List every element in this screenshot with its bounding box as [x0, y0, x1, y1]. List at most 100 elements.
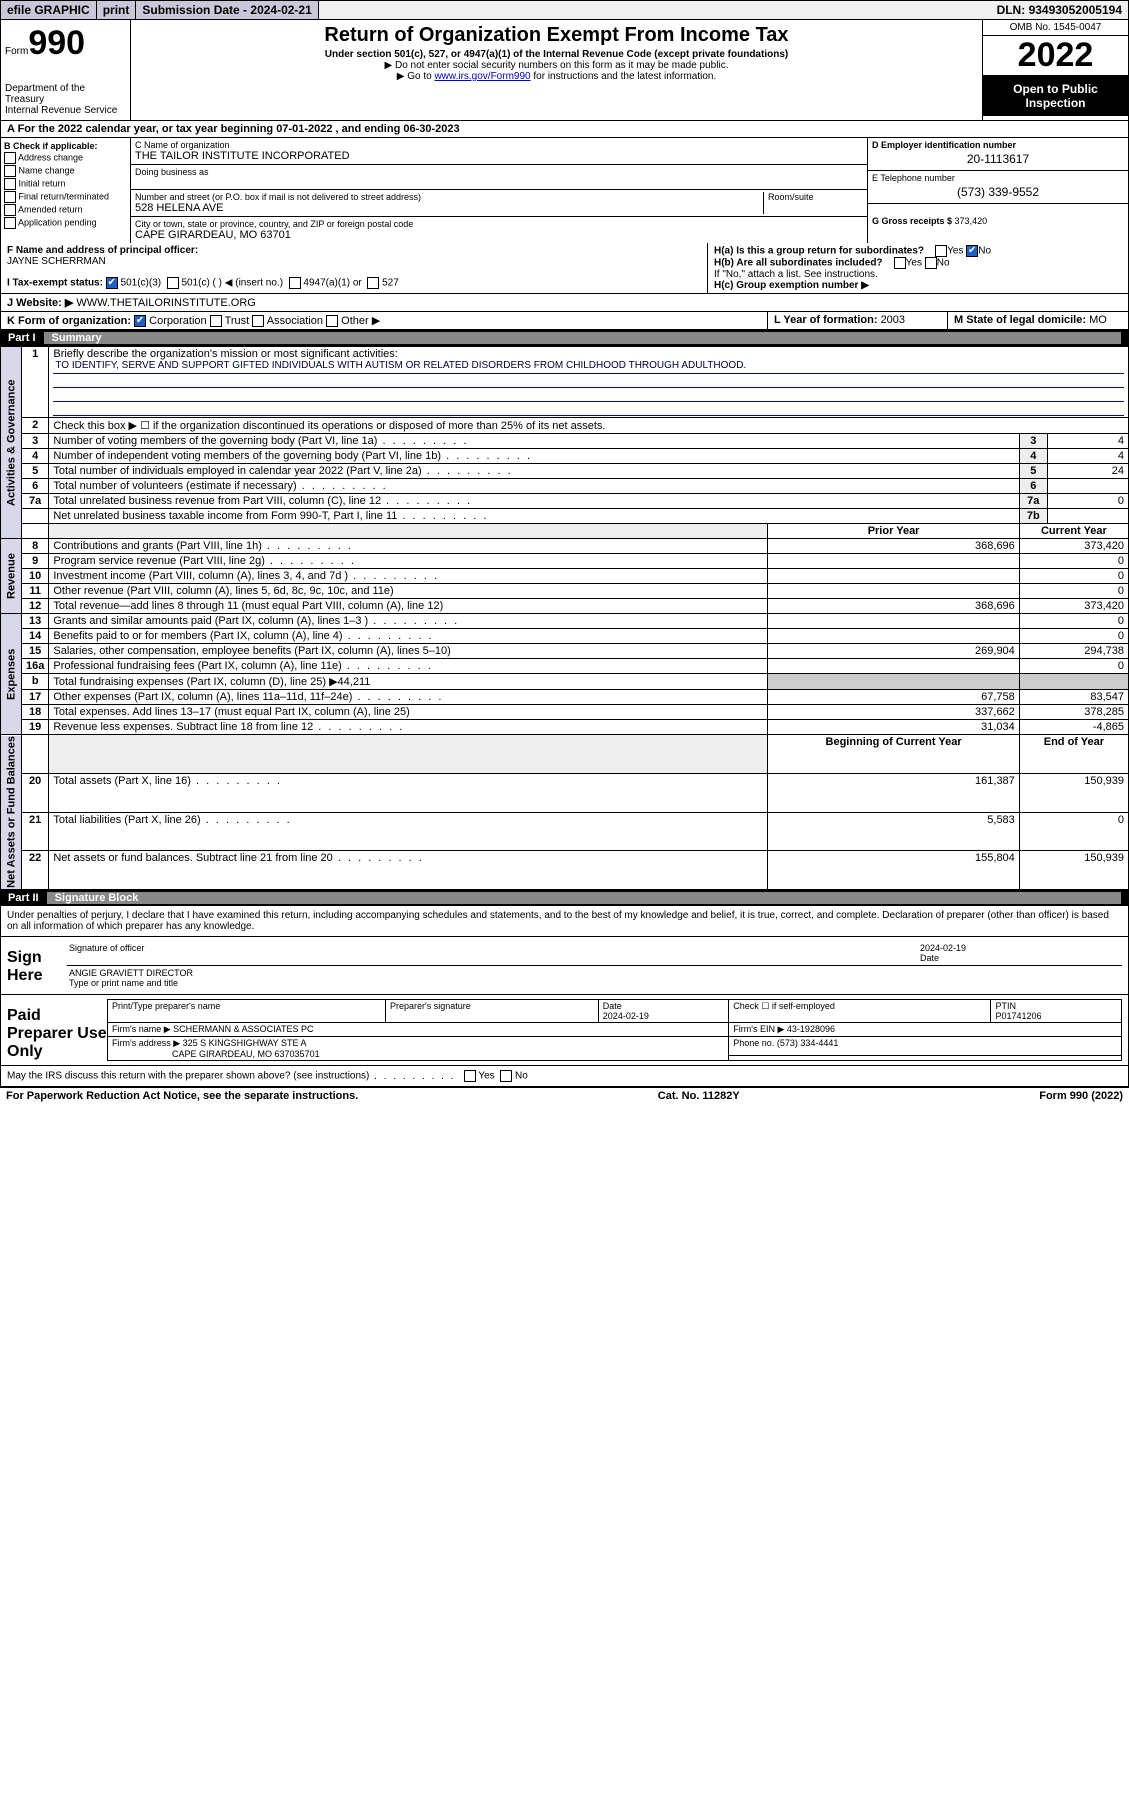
current-year: 373,420 [1019, 539, 1128, 554]
row-i: I Tax-exempt status: ✔ 501(c)(3) 501(c) … [7, 277, 701, 289]
l-label: L Year of formation: [774, 314, 881, 326]
cb-4947[interactable] [289, 277, 301, 289]
prior-year: 337,662 [768, 705, 1019, 720]
line-desc: Revenue less expenses. Subtract line 18 … [49, 720, 768, 735]
city-value: CAPE GIRARDEAU, MO 63701 [135, 229, 291, 241]
preparer-table: Print/Type preparer's name Preparer's si… [107, 999, 1122, 1061]
lineno: 22 [22, 851, 49, 890]
lineno: 17 [22, 690, 49, 705]
m-value: MO [1089, 314, 1107, 326]
ha-no[interactable]: ✔ [966, 245, 978, 257]
street-address: 528 HELENA AVE [135, 202, 223, 214]
form-header: Form990 Department of the Treasury Inter… [0, 20, 1129, 121]
ptin-value: P01741206 [995, 1011, 1041, 1021]
cb-label: Initial return [19, 178, 66, 188]
open-public: Open to Public Inspection [983, 76, 1128, 116]
col-prior-year: Prior Year [768, 524, 1019, 539]
beg-year: 155,804 [768, 851, 1019, 890]
cb-527[interactable] [367, 277, 379, 289]
prep-sig-label: Preparer's signature [386, 999, 599, 1022]
hb-no[interactable] [925, 257, 937, 269]
cb-amended[interactable]: Amended return [4, 204, 127, 216]
cb-501c[interactable] [167, 277, 179, 289]
sig-officer-line: Signature of officer2024-02-19Date [67, 941, 1122, 966]
current-year: 373,420 [1019, 599, 1128, 614]
current-year: 0 [1019, 614, 1128, 629]
opt-corp: Corporation [149, 315, 206, 327]
submission-date: Submission Date - 2024-02-21 [136, 1, 318, 19]
sign-here-block: Sign Here Signature of officer2024-02-19… [0, 937, 1129, 995]
shaded-cell [768, 674, 1019, 690]
opt-527: 527 [382, 278, 399, 289]
ha: H(a) Is this a group return for subordin… [714, 245, 1122, 257]
discuss-yes[interactable] [464, 1070, 476, 1082]
vtab-expenses: Expenses [1, 614, 22, 735]
prior-year: 31,034 [768, 720, 1019, 735]
cb-corp[interactable]: ✔ [134, 315, 146, 327]
prior-year [768, 659, 1019, 674]
sig-officer-label: Signature of officer [69, 943, 920, 963]
cb-address-change[interactable]: Address change [4, 152, 127, 164]
addr-label: Number and street (or P.O. box if mail i… [135, 192, 421, 202]
yes-label: Yes [947, 246, 963, 257]
line-desc: Contributions and grants (Part VIII, lin… [49, 539, 768, 554]
cb-501c3[interactable]: ✔ [106, 277, 118, 289]
col-beginning: Beginning of Current Year [768, 735, 1019, 774]
current-year: 378,285 [1019, 705, 1128, 720]
note-link: ▶ Go to www.irs.gov/Form990 for instruct… [139, 71, 974, 82]
print-button[interactable]: print [97, 1, 137, 19]
cb-label: Amended return [18, 204, 83, 214]
officer-name: JAYNE SCHERRMAN [7, 256, 106, 267]
form-num: 990 [28, 24, 85, 62]
hb-label: H(b) Are all subordinates included? [714, 258, 883, 269]
org-name-label: C Name of organization [135, 140, 230, 150]
line-label: 4 [1019, 449, 1047, 464]
cb-final-return[interactable]: Final return/terminated [4, 191, 127, 203]
line-label: 5 [1019, 464, 1047, 479]
cb-app-pending[interactable]: Application pending [4, 217, 127, 229]
tax-status-label: I Tax-exempt status: [7, 278, 103, 289]
lineno: 18 [22, 705, 49, 720]
efile-button[interactable]: efile GRAPHIC [1, 1, 97, 19]
paid-preparer-block: Paid Preparer Use Only Print/Type prepar… [0, 995, 1129, 1066]
hc: H(c) Group exemption number ▶ [714, 280, 1122, 291]
cb-name-change[interactable]: Name change [4, 165, 127, 177]
firm-name-value: SCHERMANN & ASSOCIATES PC [173, 1024, 313, 1034]
cb-assoc[interactable] [252, 315, 264, 327]
table-row: Firm's name ▶ SCHERMANN & ASSOCIATES PC … [108, 1022, 1122, 1036]
hb-yes[interactable] [894, 257, 906, 269]
self-employed-check[interactable]: Check ☐ if self-employed [729, 999, 991, 1022]
line-desc: Program service revenue (Part VIII, line… [49, 554, 768, 569]
discuss-no[interactable] [500, 1070, 512, 1082]
vtab-net-assets: Net Assets or Fund Balances [1, 735, 22, 890]
table-row: 22Net assets or fund balances. Subtract … [1, 851, 1129, 890]
cb-label: Final return/terminated [19, 191, 110, 201]
table-row: 14Benefits paid to or for members (Part … [1, 629, 1129, 644]
line-value: 4 [1047, 449, 1128, 464]
row-fh: F Name and address of principal officer:… [0, 243, 1129, 294]
line-desc: Number of voting members of the governin… [49, 434, 1019, 449]
discuss-label: May the IRS discuss this return with the… [7, 1071, 455, 1082]
line-desc: Professional fundraising fees (Part IX, … [49, 659, 768, 674]
dln-value: 93493052005194 [1029, 3, 1122, 17]
irs-label: Internal Revenue Service [5, 105, 126, 116]
cb-other[interactable] [326, 315, 338, 327]
table-row: 7aTotal unrelated business revenue from … [1, 494, 1129, 509]
line-desc: Total revenue—add lines 8 through 11 (mu… [49, 599, 768, 614]
cb-initial-return[interactable]: Initial return [4, 178, 127, 190]
line-label: 7a [1019, 494, 1047, 509]
footer-right: Form 990 (2022) [1039, 1090, 1123, 1102]
phone-value: (573) 334-4441 [777, 1038, 839, 1048]
lineno [22, 509, 49, 524]
current-year: 0 [1019, 659, 1128, 674]
prior-year: 67,758 [768, 690, 1019, 705]
ha-yes[interactable] [935, 245, 947, 257]
cb-trust[interactable] [210, 315, 222, 327]
mission-blank [53, 402, 1124, 416]
firm-ein-label: Firm's EIN ▶ [733, 1024, 787, 1034]
col-b-header: B Check if applicable: [4, 141, 98, 151]
form990-link[interactable]: www.irs.gov/Form990 [434, 71, 530, 82]
lineno: 13 [22, 614, 49, 629]
no-label: No [978, 246, 991, 257]
row-m: M State of legal domicile: MO [948, 312, 1128, 329]
